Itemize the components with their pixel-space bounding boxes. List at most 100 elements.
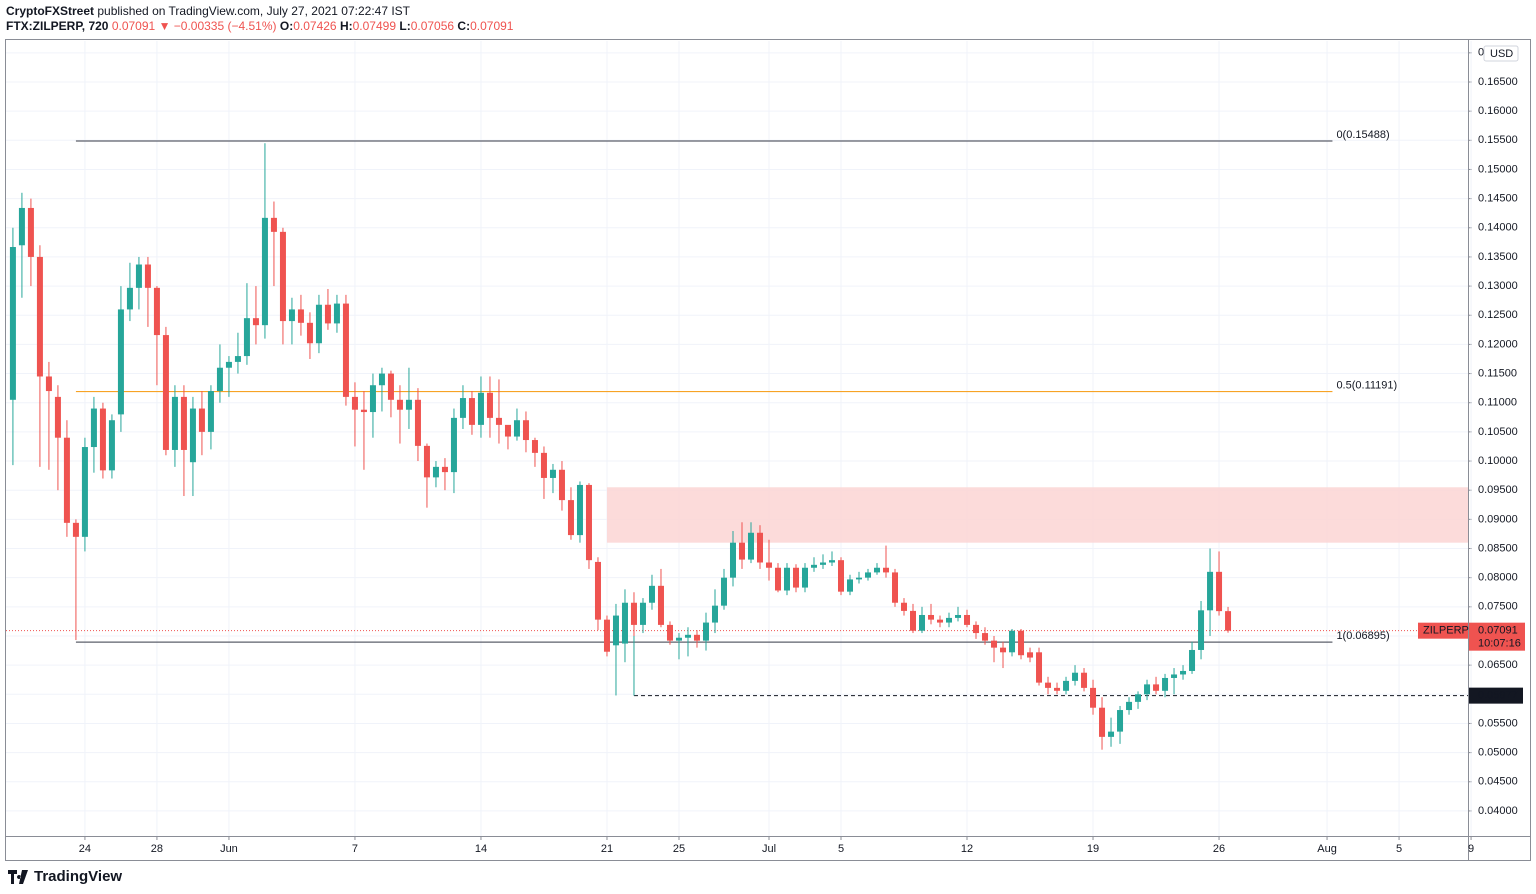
candle-body	[1198, 610, 1205, 650]
candle-body	[135, 264, 142, 288]
candle-body	[549, 469, 556, 478]
x-tick-label: 7	[352, 843, 358, 855]
candle-body	[360, 409, 367, 413]
candle-body	[946, 617, 953, 623]
candle-body	[1108, 731, 1115, 737]
candle-body	[81, 447, 88, 537]
y-tick-label: 0.16500	[1478, 76, 1518, 88]
y-tick-label: 0.05000	[1478, 747, 1518, 759]
candle-body	[243, 318, 250, 357]
candle-body	[919, 614, 926, 631]
fib-label: 0(0.15488)	[1336, 129, 1389, 141]
y-tick-label: 0.11500	[1478, 367, 1517, 379]
y-tick-label: 0.09000	[1478, 513, 1518, 525]
y-tick-label: 0.04500	[1478, 776, 1518, 788]
candle-body	[18, 207, 25, 246]
brand: TradingView	[34, 868, 123, 885]
candle-body	[1045, 682, 1052, 688]
candle-body	[468, 398, 475, 425]
candle-body	[675, 637, 682, 641]
candle-body	[603, 619, 610, 652]
last-price-text: 0.07091	[1478, 625, 1518, 637]
candle-body	[585, 484, 592, 561]
candle-body	[225, 361, 232, 368]
candle-body	[1027, 652, 1034, 658]
candle-body	[856, 577, 863, 580]
candle-body	[486, 392, 493, 418]
y-tick-label: 0.08000	[1478, 572, 1518, 584]
x-tick-label: 5	[838, 843, 844, 855]
support-tag-text: 0.05977	[1478, 690, 1518, 702]
y-tick-label: 0.10500	[1478, 426, 1518, 438]
x-tick-label: 14	[475, 843, 487, 855]
candle-body	[279, 231, 286, 322]
candle-body	[702, 622, 709, 641]
candle-body	[153, 287, 160, 336]
candle-body	[1099, 707, 1106, 737]
y-tick-label: 0.16000	[1478, 105, 1518, 117]
candle-body	[270, 217, 277, 232]
last: 0.07091	[111, 19, 156, 33]
c-val: 0.07091	[470, 19, 514, 33]
candle-body	[1126, 701, 1133, 711]
candle-body	[63, 437, 70, 523]
candle-body	[1072, 672, 1079, 681]
x-tick-label: Jun	[220, 843, 238, 855]
c-key: C:	[457, 19, 471, 33]
candle-body	[261, 217, 268, 326]
candle-body	[27, 207, 34, 257]
candle-body	[1054, 687, 1061, 691]
logo	[8, 869, 28, 884]
x-tick-label: 28	[151, 843, 163, 855]
y-tick-label: 0.12500	[1478, 309, 1518, 321]
candle-body	[765, 562, 772, 568]
candle-body	[738, 542, 745, 560]
h-key: H:	[339, 19, 353, 33]
candle-body	[126, 287, 133, 310]
l-val: 0.07056	[410, 19, 455, 33]
y-tick-label: 0.15000	[1478, 163, 1518, 175]
candle-body	[1117, 710, 1124, 732]
candle-body	[810, 564, 817, 568]
candle-body	[1018, 630, 1025, 656]
candle-body	[90, 408, 97, 448]
candle-body	[982, 633, 989, 641]
y-tick-label: 0.06500	[1478, 659, 1518, 671]
change: ▼ −0.00335 (−4.51%)	[158, 19, 277, 33]
y-tick-label: 0.07500	[1478, 601, 1518, 613]
candle-body	[162, 335, 169, 450]
candle-body	[1162, 677, 1169, 691]
candle-body	[1081, 672, 1088, 688]
candle-body	[189, 408, 196, 463]
candle-body	[333, 303, 340, 324]
candle-body	[342, 303, 349, 397]
candle-body	[621, 602, 628, 644]
candle-body	[648, 585, 655, 603]
candle-body	[315, 304, 322, 344]
candle-body	[1153, 684, 1160, 691]
candle-body	[630, 602, 637, 625]
published: published on TradingView.com, July 27, 2…	[97, 4, 411, 18]
symbol: FTX:ZILPERP, 720	[6, 19, 109, 33]
fib-label: 0.5(0.11191)	[1336, 379, 1397, 391]
candle-body	[1063, 680, 1070, 691]
candle-body	[576, 484, 583, 536]
candle-body	[928, 614, 935, 620]
author: CryptoFXStreet	[6, 4, 95, 18]
candle-body	[711, 605, 718, 623]
x-tick-label: 9	[1468, 843, 1474, 855]
candle-body	[801, 567, 808, 588]
candle-body	[964, 614, 971, 625]
last-symbol-tag	[1418, 622, 1468, 639]
candle-body	[207, 391, 214, 432]
candle-body	[612, 615, 619, 646]
y-tick-label: 0.11000	[1478, 397, 1517, 409]
candle-body	[531, 440, 538, 453]
candle-body	[99, 408, 106, 471]
candle-body	[297, 309, 304, 323]
candle-body	[910, 610, 917, 631]
candle-body	[378, 373, 385, 386]
candle-body	[144, 264, 151, 288]
candle-body	[252, 318, 259, 326]
x-tick-label: Aug	[1317, 843, 1337, 855]
